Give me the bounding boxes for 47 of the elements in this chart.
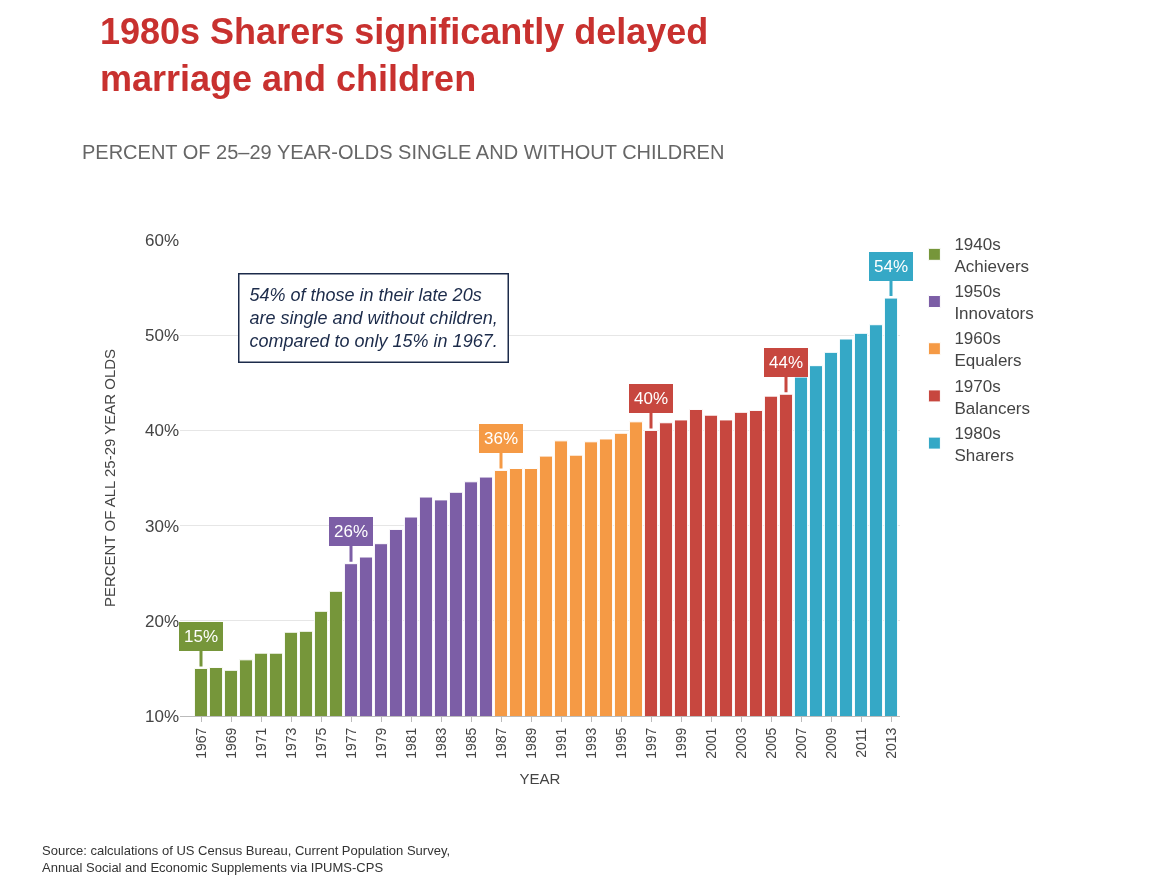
y-tick-label: 10% xyxy=(144,706,179,726)
x-tick-label: 2009 xyxy=(822,727,839,759)
data-label: 36% xyxy=(484,429,519,448)
x-tick-label: 1981 xyxy=(402,727,419,759)
y-tick-label: 50% xyxy=(144,326,179,346)
x-tick-label: 2007 xyxy=(792,727,809,759)
x-tick-label: 1987 xyxy=(492,727,509,759)
data-label: 40% xyxy=(634,389,669,408)
y-tick-label: 30% xyxy=(144,516,179,536)
source-note: Source: calculations of US Census Bureau, Current Population Survey, Annual Social and Economic Supplements via IPUMS-CPS xyxy=(42,843,451,875)
x-axis-title: YEAR xyxy=(519,769,561,787)
x-tick-label: 1991 xyxy=(552,727,569,759)
x-tick-label: 1971 xyxy=(252,727,269,759)
x-tick-label: 1977 xyxy=(342,727,359,759)
x-tick-label: 1975 xyxy=(312,727,329,759)
x-tick-label: 1967 xyxy=(192,727,209,759)
y-tick-label: 20% xyxy=(144,611,179,631)
annotation: 54% of those in their late 20s are single and without children, compared to only 15% in 1967. xyxy=(249,284,498,352)
chart-subtitle: PERCENT OF 25–29 YEAR-OLDS SINGLE AND WITHOUT CHILDREN xyxy=(82,141,725,163)
legend-label: 1980s Sharers xyxy=(954,423,1014,465)
x-tick-label: 2003 xyxy=(732,727,749,759)
legend-label: 1970s Balancers xyxy=(954,376,1031,418)
x-tick-label: 2011 xyxy=(852,727,869,758)
x-tick-label: 1989 xyxy=(522,727,539,759)
y-tick-label: 40% xyxy=(144,421,179,441)
chart-title: 1980s Sharers significantly delayed marriage and children xyxy=(100,11,709,99)
x-tick-label: 1969 xyxy=(222,727,239,759)
y-axis-title: PERCENT OF ALL 25-29 YEAR OLDS xyxy=(101,348,119,608)
x-tick-label: 1983 xyxy=(432,727,449,759)
legend-label: 1950s Innovators xyxy=(954,282,1034,324)
x-tick-label: 2013 xyxy=(882,727,899,759)
x-tick-label: 1973 xyxy=(282,727,299,759)
data-label: 44% xyxy=(769,353,804,372)
x-tick-label: 2001 xyxy=(702,727,719,759)
data-label: 54% xyxy=(874,257,909,276)
x-tick-label: 1999 xyxy=(672,727,689,759)
x-tick-label: 1997 xyxy=(642,727,659,759)
x-tick-label: 1995 xyxy=(612,727,629,759)
x-tick-label: 1985 xyxy=(462,727,479,759)
x-tick-label: 1979 xyxy=(372,727,389,759)
y-tick-label: 60% xyxy=(144,230,179,250)
legend-label: 1960s Equalers xyxy=(954,329,1022,371)
x-tick-label: 1993 xyxy=(582,727,599,759)
data-label: 15% xyxy=(184,627,219,646)
data-label: 26% xyxy=(334,522,369,541)
x-tick-label: 2005 xyxy=(762,727,779,759)
legend-label: 1940s Achievers xyxy=(954,234,1030,276)
